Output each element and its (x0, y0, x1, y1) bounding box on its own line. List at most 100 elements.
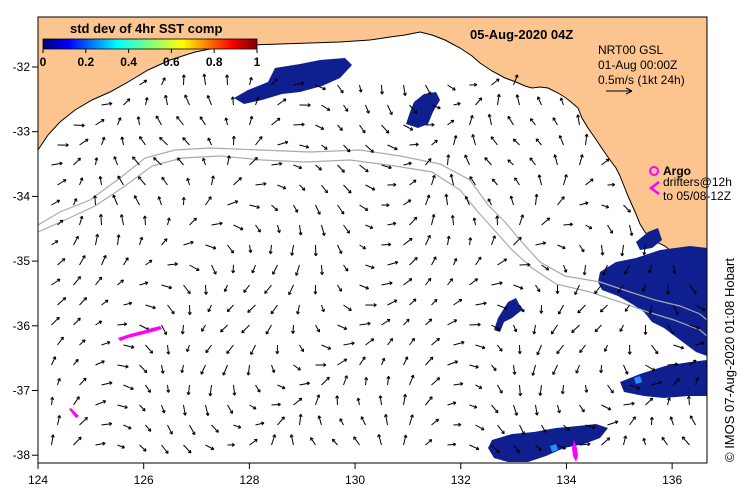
current-arrow-icon (617, 284, 624, 294)
current-arrow-icon (686, 395, 691, 406)
current-arrow-icon (101, 421, 113, 426)
current-arrow-icon (211, 424, 219, 433)
current-arrow-icon (117, 175, 124, 186)
current-arrow-icon (223, 284, 228, 293)
current-arrow-icon (409, 216, 418, 226)
current-arrow-icon (321, 376, 330, 386)
current-arrow-icon (180, 364, 185, 374)
drifters-label-2: to 05/08-12Z (663, 189, 731, 203)
current-arrow-icon (585, 424, 596, 430)
current-arrow-icon (189, 264, 200, 271)
current-arrow-icon (93, 195, 97, 206)
current-arrow-icon (619, 324, 624, 332)
current-arrow-icon (57, 336, 64, 346)
current-arrow-icon (512, 138, 520, 146)
current-arrow-icon (205, 404, 210, 417)
current-arrow-icon (607, 420, 619, 426)
current-arrow-icon (270, 304, 278, 315)
current-arrow-icon (207, 137, 212, 146)
current-arrow-icon (487, 113, 492, 126)
current-arrow-icon (402, 84, 407, 96)
current-arrow-icon (603, 344, 608, 352)
current-arrow-icon (241, 324, 250, 334)
current-arrow-icon (575, 364, 580, 374)
current-arrow-icon (667, 362, 679, 367)
colorbar-tick-label: 0.4 (120, 55, 137, 69)
current-arrow-icon (271, 117, 281, 126)
current-arrow-icon (293, 204, 299, 213)
current-arrow-icon (409, 298, 417, 306)
current-arrow-icon (403, 161, 412, 166)
current-arrow-icon (365, 224, 374, 230)
current-arrow-icon (529, 118, 536, 126)
current-arrow-icon (491, 235, 496, 246)
current-arrow-icon (291, 324, 296, 334)
current-arrow-icon (288, 284, 294, 296)
current-arrow-icon (475, 301, 487, 306)
current-arrow-icon (185, 344, 190, 353)
current-arrow-icon (497, 384, 503, 394)
current-arrow-icon (518, 384, 523, 397)
current-arrow-icon (403, 434, 408, 446)
current-arrow-icon (183, 284, 191, 295)
current-arrow-icon (271, 161, 283, 166)
current-arrow-icon (607, 384, 614, 394)
current-arrow-icon (51, 199, 61, 206)
current-arrow-icon (381, 281, 393, 286)
current-arrow-icon (515, 94, 520, 106)
current-arrow-icon (425, 318, 433, 326)
current-arrow-icon (359, 124, 366, 134)
x-tick-label: 132 (451, 473, 471, 487)
current-arrow-icon (112, 194, 118, 206)
current-arrow-icon (73, 276, 81, 286)
current-arrow-icon (296, 304, 300, 315)
current-arrow-icon (563, 222, 573, 227)
current-arrow-icon (669, 416, 674, 426)
current-arrow-icon (447, 442, 457, 447)
x-tick-label: 128 (239, 473, 259, 487)
current-arrow-icon (136, 116, 141, 126)
drifter-track (118, 326, 162, 341)
current-arrow-icon (181, 74, 186, 86)
current-arrow-icon (359, 321, 371, 326)
current-arrow-icon (425, 234, 431, 246)
drifter-track (69, 408, 79, 418)
current-arrow-icon (555, 284, 560, 294)
axis-frame (37, 16, 708, 464)
current-arrow-icon (177, 157, 184, 166)
x-tick-label: 130 (345, 473, 365, 487)
current-arrow-icon (648, 264, 652, 274)
current-arrow-icon (117, 444, 125, 449)
current-arrow-icon (681, 436, 690, 446)
colorbar (42, 38, 258, 50)
current-vectors (50, 73, 706, 454)
current-arrow-icon (627, 344, 632, 355)
current-arrow-icon (365, 338, 375, 346)
current-arrow-icon (667, 324, 675, 335)
current-arrow-icon (113, 156, 118, 166)
sst-patch (234, 58, 352, 104)
current-arrow-icon (513, 284, 524, 290)
current-arrow-icon (321, 184, 328, 194)
current-arrow-icon (123, 98, 131, 106)
current-arrow-icon (117, 404, 128, 409)
current-arrow-icon (487, 198, 492, 206)
info-line-2: 01-Aug 00:00Z (598, 58, 677, 72)
current-arrow-icon (629, 224, 634, 237)
drifter-track (572, 440, 578, 462)
current-arrow-icon (409, 142, 419, 147)
current-arrow-icon (337, 84, 344, 94)
current-arrow-icon (364, 377, 369, 386)
current-arrow-icon (249, 438, 258, 446)
current-arrow-icon (137, 176, 146, 186)
current-arrow-icon (166, 384, 171, 393)
current-arrow-icon (289, 434, 294, 446)
current-arrow-icon (222, 364, 228, 376)
current-arrow-icon (73, 123, 85, 128)
current-arrow-icon (243, 284, 250, 293)
current-arrow-icon (403, 356, 409, 366)
current-arrow-icon (623, 401, 635, 406)
current-arrow-icon (537, 174, 542, 186)
current-arrow-icon (447, 119, 455, 126)
